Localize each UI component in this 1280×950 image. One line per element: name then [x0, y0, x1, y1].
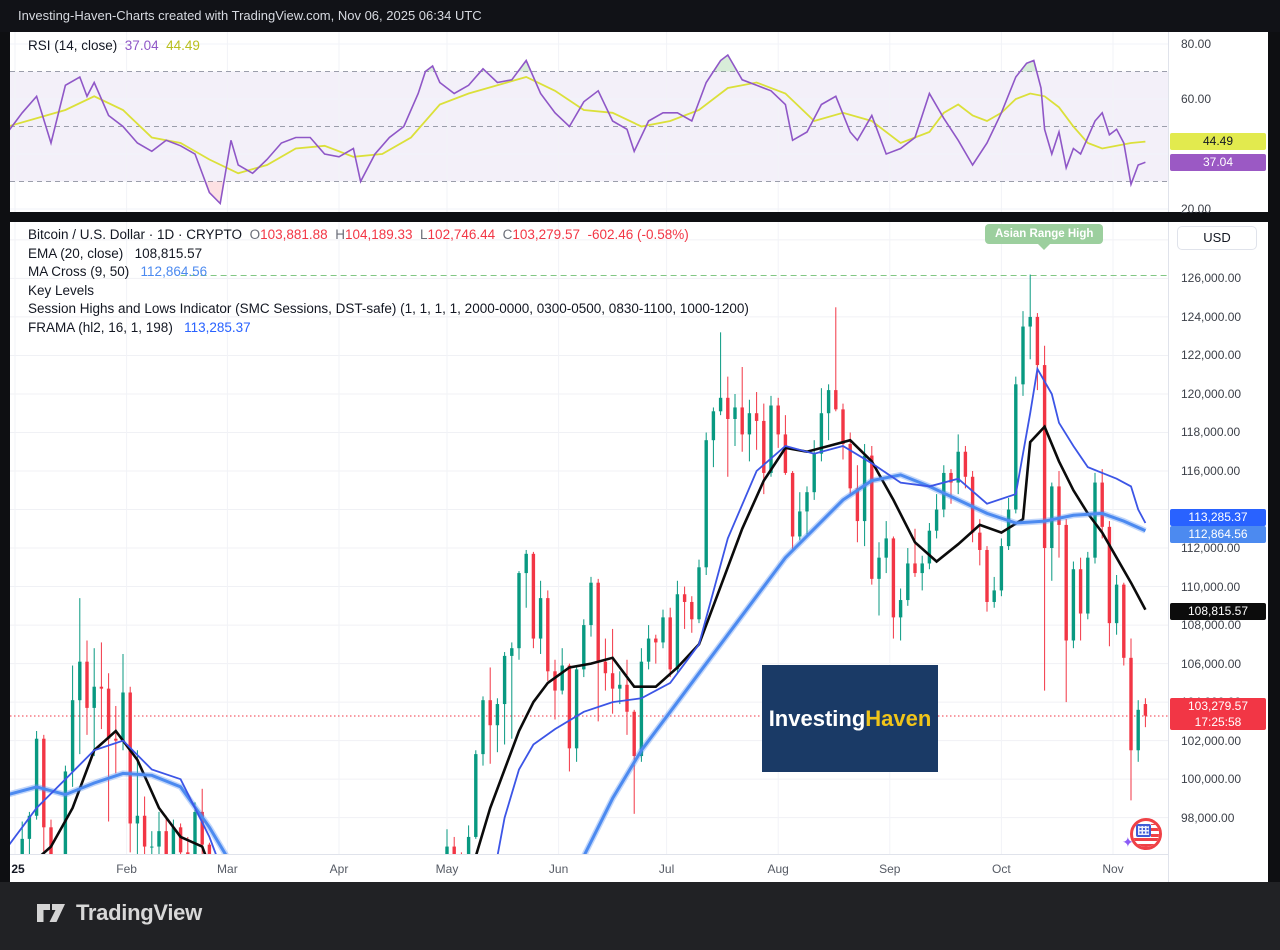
month-label-Nov: Nov [1102, 862, 1124, 876]
main-chart-plot[interactable] [10, 222, 1168, 882]
price-axis-label: 116,000.00 [1181, 464, 1241, 478]
month-label-Sep: Sep [879, 862, 901, 876]
flag-stripes [1133, 837, 1159, 847]
rsi-axis-label: 60.00 [1181, 92, 1212, 106]
asian-range-high-label: Asian Range High [985, 224, 1104, 250]
price-axis-label: 108,000.00 [1181, 618, 1242, 633]
keylevels-row: Key Levels [28, 282, 749, 301]
main-chart-panel: Bitcoin / U.S. Dollar · 1D · CRYPTO O103… [10, 222, 1268, 882]
frama-row: FRAMA (hl2, 16, 1, 198) 113,285.37 [28, 319, 749, 338]
low-label: L [420, 227, 428, 242]
price-axis-label: 106,000.00 [1181, 656, 1242, 671]
tradingview-logo-icon [37, 904, 65, 922]
rsi-panel: RSI (14, close) 37.04 44.49 80.00 60.00 20… [10, 32, 1268, 216]
rsi-legend: RSI (14, close) 37.04 44.49 [28, 37, 200, 56]
price-axis-label: 122,000.00 [1181, 348, 1242, 363]
rsi-axis-label: 80.00 [1181, 37, 1212, 51]
last-price-badge: 103,279.57 17:25:58 [1170, 697, 1266, 730]
main-legend: Bitcoin / U.S. Dollar · 1D · CRYPTO O103… [28, 226, 749, 338]
month-label-Mar: Mar [217, 862, 238, 876]
high-value: 104,189.33 [344, 227, 413, 242]
footer-bar: TradingView [0, 882, 1280, 950]
symbol-row: Bitcoin / U.S. Dollar · 1D · CRYPTO O103… [28, 226, 749, 245]
tradingview-logo-text: TradingView [76, 900, 202, 925]
rsi-badge: 37.04 [1170, 153, 1266, 171]
open-label: O [249, 227, 261, 242]
close-label: C [502, 227, 513, 242]
watermark-investing: Investing [768, 705, 866, 731]
usd-currency-button[interactable]: USD [1177, 226, 1257, 250]
price-axis-label: 100,000.00 [1181, 772, 1242, 787]
session-indicator-name[interactable]: Session Highs and Lows Indicator (SMC Se… [28, 301, 749, 317]
price-axis-label: 112,000.00 [1181, 541, 1241, 556]
frama-value: 113,285.37 [184, 319, 251, 335]
close-value: 103,279.57 [512, 227, 580, 242]
month-label-25: 25 [11, 862, 25, 876]
high-label: H [335, 227, 345, 242]
rsi-indicator-name[interactable]: RSI (14, close) [28, 38, 118, 53]
watermark-haven: Haven [865, 705, 932, 731]
price-axis-label: 124,000.00 [1181, 309, 1242, 324]
rsi-plot[interactable] [10, 32, 1168, 212]
flag-canton [1136, 824, 1151, 837]
symbol-title[interactable]: Bitcoin / U.S. Dollar · 1D · CRYPTO [28, 227, 243, 242]
macross-value: 112,864.56 [140, 264, 208, 280]
macross-indicator-name[interactable]: MA Cross (9, 50) [28, 264, 130, 280]
change-value: -602.46 (-0.58%) [587, 227, 689, 242]
ema-row: EMA (20, close) 108,815.57 [28, 245, 749, 264]
macross-badge: 112,864.56 [1170, 526, 1266, 544]
ema-indicator-name[interactable]: EMA (20, close) [28, 245, 124, 261]
month-label-Apr: Apr [329, 862, 349, 876]
ema-value: 108,815.57 [134, 245, 203, 261]
us-flag-event-icon[interactable] [1130, 818, 1162, 850]
investinghaven-watermark: Investing Haven [762, 665, 938, 772]
sparkle-icon: ✦ [1122, 834, 1134, 850]
price-axis-label: 120,000.00 [1181, 386, 1242, 401]
month-label-Jul: Jul [658, 862, 675, 876]
countdown-timer: 17:25:58 [1194, 714, 1242, 729]
price-axis-label: 102,000.00 [1181, 733, 1242, 748]
frama-badge: 113,285.37 [1170, 509, 1266, 527]
open-value: 103,881.88 [260, 227, 328, 242]
keylevels-indicator-name[interactable]: Key Levels [28, 282, 95, 298]
main-price-scale[interactable]: USD 126,000.00 124,000.00 122,000.00 120,00… [1168, 222, 1268, 882]
month-label-Oct: Oct [992, 862, 1011, 876]
month-label-Jun: Jun [548, 862, 569, 876]
month-label-Aug: Aug [767, 862, 789, 876]
price-axis-label: 98,000.00 [1181, 810, 1235, 825]
rsi-axis-label: 20.00 [1181, 202, 1212, 216]
frama-indicator-name[interactable]: FRAMA (hl2, 16, 1, 198) [28, 319, 173, 335]
title-text: Investing-Haven-Charts created with Trad… [18, 8, 482, 23]
ema-badge: 108,815.57 [1170, 603, 1266, 621]
price-axis-label: 110,000.00 [1181, 579, 1241, 594]
title-bar: Investing-Haven-Charts created with Trad… [0, 0, 1280, 32]
month-label-Feb: Feb [116, 862, 137, 876]
rsi-value: 37.04 [124, 38, 159, 53]
low-value: 102,746.44 [427, 227, 496, 242]
time-axis[interactable]: 25 Feb Mar Apr May Jun Jul Aug Sep Oct Nov [10, 855, 1268, 882]
month-label-May: May [435, 862, 459, 876]
session-row: Session Highs and Lows Indicator (SMC Se… [28, 300, 749, 319]
rsi-price-scale[interactable]: 80.00 60.00 20.00 44.49 37.04 [1168, 32, 1268, 216]
price-axis-label: 118,000.00 [1181, 425, 1241, 440]
rsi-ma-badge: 44.49 [1170, 133, 1266, 151]
rsi-ma-value: 44.49 [166, 38, 200, 53]
tradingview-logo: TradingView [36, 900, 202, 926]
flag-stripes-side [1151, 824, 1159, 837]
price-axis-label: 126,000.00 [1181, 271, 1242, 286]
macross-row: MA Cross (9, 50) 112,864.56 [28, 263, 749, 282]
